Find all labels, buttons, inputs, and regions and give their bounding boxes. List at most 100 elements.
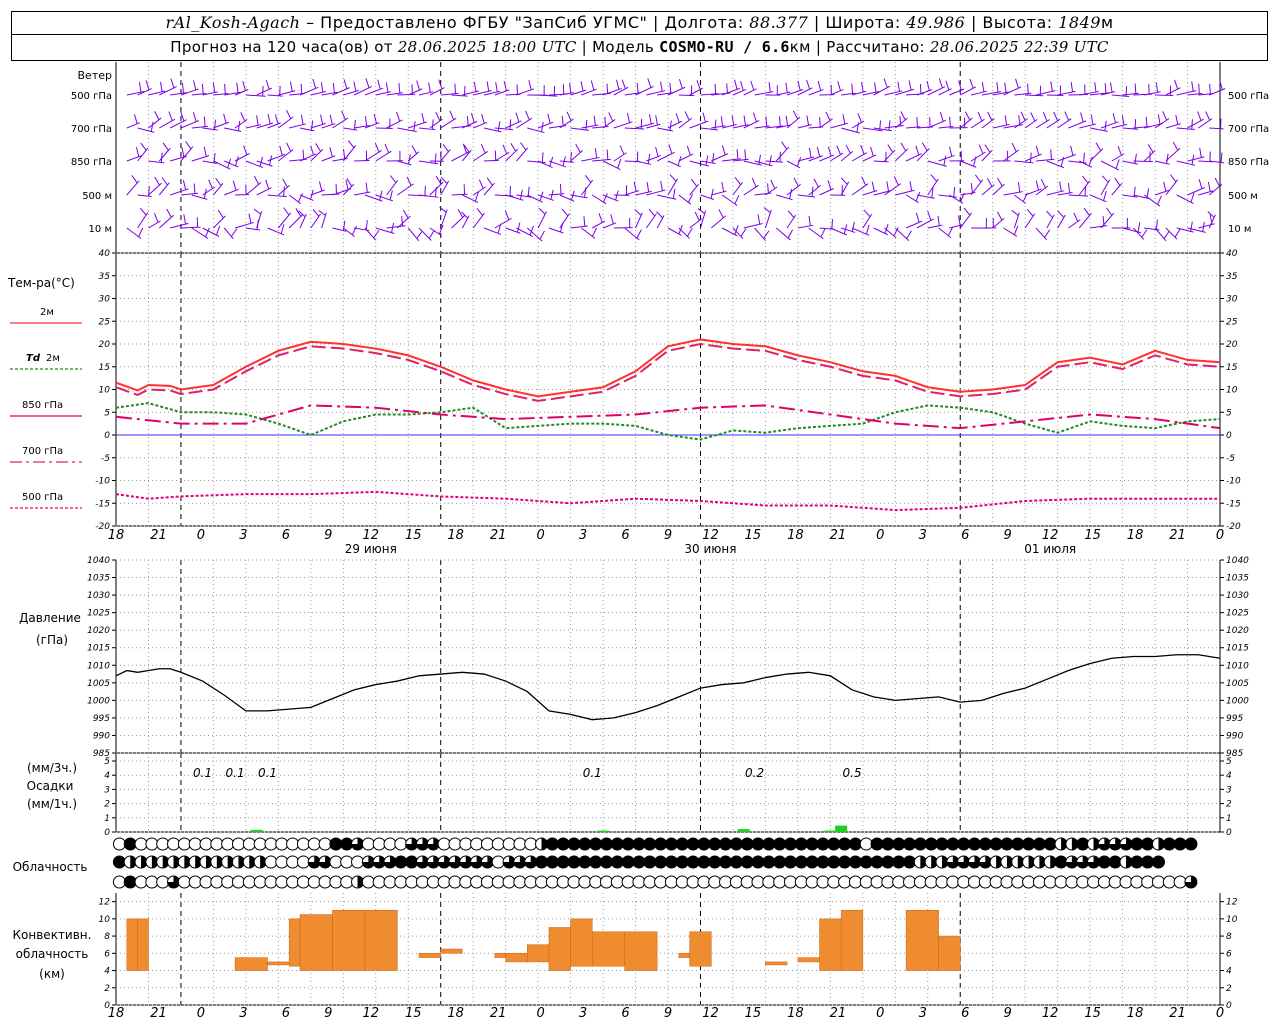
conv-cloud-bar <box>440 948 463 954</box>
wind-barb-feather <box>884 223 889 234</box>
wind-barb-shaft <box>288 194 302 205</box>
cloud-symbol <box>1087 875 1101 889</box>
wind-barb-feather <box>237 120 241 131</box>
wind-barb-shaft <box>332 87 350 96</box>
wind-barb-feather <box>295 208 302 217</box>
wind-barb-shaft <box>895 189 915 196</box>
legend-td-label: Td 2м <box>26 353 60 364</box>
wind-barb-feather <box>1175 114 1179 125</box>
wind-barb-feather <box>1163 230 1170 239</box>
cloud-symbol <box>599 875 613 889</box>
cloud-symbol <box>859 875 873 889</box>
wind-barb-shaft <box>429 87 445 96</box>
wind-barb-shaft <box>1176 227 1194 233</box>
conv-cloud-bar <box>678 953 690 958</box>
wind-barb-shaft <box>700 127 719 131</box>
y-tick-label-left: 12 <box>99 898 111 908</box>
wind-barb-shaft <box>873 227 888 236</box>
wind-barb-shaft <box>1035 90 1056 96</box>
wind-barb-shaft <box>1046 214 1055 229</box>
wind-barb-shaft <box>516 194 532 198</box>
wind-barb-feather <box>1053 111 1059 122</box>
wind-barb-feather <box>1137 222 1141 233</box>
cloud-symbol <box>296 837 310 851</box>
wind-barb-shaft <box>1100 212 1115 229</box>
wind-barb-shaft <box>981 91 1002 96</box>
wind-barb-feather <box>909 181 913 192</box>
wind-level-label-right: 10 м <box>1228 224 1251 235</box>
wind-barb-feather <box>710 188 714 199</box>
wind-barb-feather <box>647 153 651 164</box>
wind-barb-feather <box>416 80 420 91</box>
cloud-symbol <box>589 855 603 869</box>
cloud-symbol <box>459 837 473 851</box>
wind-barb-shaft <box>407 151 420 162</box>
pressure-label: Давление <box>19 611 81 625</box>
wind-barb-shaft <box>743 223 763 229</box>
wind-barb-shaft <box>1035 158 1055 162</box>
wind-barb-feather <box>915 212 920 223</box>
wind-barb-feather <box>636 83 639 94</box>
wind-barb-feather <box>836 145 841 155</box>
cloud-symbol <box>470 875 484 889</box>
wind-barb-shaft <box>451 94 468 97</box>
cloud-symbol <box>978 875 992 889</box>
wind-barb-feather <box>734 177 742 185</box>
x-tick-label: 12 <box>362 1006 379 1021</box>
wind-barb-shaft <box>278 116 294 129</box>
y-tick-label-left: 4 <box>104 771 110 781</box>
cloud-symbol <box>816 837 830 851</box>
conv-cloud-bar <box>689 931 712 967</box>
cloud-symbol <box>838 875 852 889</box>
wind-barb-feather <box>1220 152 1223 163</box>
y-tick-label-right: 8 <box>1226 932 1232 942</box>
wind-barb-shaft <box>710 215 727 229</box>
cloud-symbol-fill <box>1017 856 1024 868</box>
cloud-symbol <box>654 855 668 869</box>
wind-barb-shaft <box>1090 92 1110 96</box>
wind-barb-feather <box>763 230 770 239</box>
cloud-symbol-fill <box>151 856 158 868</box>
wind-barb-shaft <box>722 158 741 162</box>
wind-barb-feather <box>1117 146 1123 156</box>
wind-barb-feather <box>286 109 292 119</box>
wind-barb-feather <box>978 144 984 154</box>
wind-barb-shaft <box>386 180 399 196</box>
cloud-symbol-fill <box>216 856 223 868</box>
x-tick-label: 9 <box>324 528 332 543</box>
x-tick-label: 12 <box>362 528 379 543</box>
wind-barb-shaft <box>354 191 371 196</box>
y-tick-label-left: 30 <box>99 295 111 305</box>
wind-barb-feather <box>1050 149 1052 160</box>
conv-cloud-bar <box>234 957 268 971</box>
y-tick-label-left: 20 <box>99 340 111 350</box>
wind-barb-feather <box>908 80 912 91</box>
cloud-symbol <box>524 837 538 851</box>
wind-barb-feather <box>290 81 293 92</box>
wind-barb-feather <box>1134 153 1137 164</box>
y-tick-label-left: 2 <box>104 984 110 994</box>
wind-barb-feather <box>1070 145 1074 156</box>
wind-barb-shaft <box>375 127 393 130</box>
wind-barb-feather <box>1042 112 1048 122</box>
wind-barb-feather <box>921 142 928 151</box>
wind-barb-feather <box>343 79 348 89</box>
wind-barb-shaft <box>223 227 234 240</box>
wind-barb-feather <box>215 177 222 186</box>
wind-barb-feather <box>1191 119 1193 130</box>
wind-barb-shaft <box>332 227 347 232</box>
wind-level-label: 500 гПа <box>71 91 112 102</box>
wind-barb-feather <box>385 82 389 93</box>
wind-barb-feather <box>1081 175 1089 184</box>
wind-barb-feather <box>827 146 832 157</box>
wind-barb-feather <box>813 178 819 188</box>
cloud-symbol-fill <box>1006 856 1013 868</box>
wind-barb-feather <box>787 210 795 218</box>
wind-barb-feather <box>224 83 226 94</box>
wind-barb-feather <box>279 145 283 156</box>
wind-barb-feather <box>302 149 305 160</box>
cloud-symbol <box>253 875 267 889</box>
wind-barb-shaft <box>1003 227 1018 237</box>
cloud-symbol <box>643 875 657 889</box>
wind-barb-feather <box>192 112 197 122</box>
